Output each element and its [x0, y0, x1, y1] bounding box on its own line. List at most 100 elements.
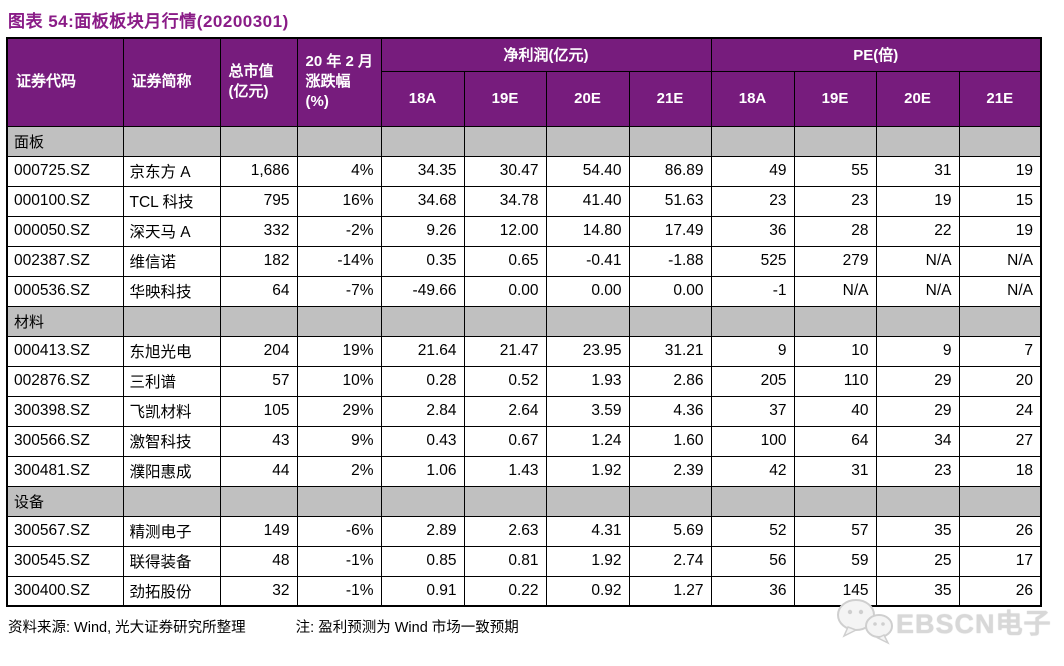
cell-np-21e: 1.60 [628, 425, 712, 457]
cell-np-19e: 0.00 [463, 275, 547, 307]
table-row: 300400.SZ 劲拓股份 32 -1% 0.91 0.22 0.92 1.27 36 145 3… [6, 575, 1042, 607]
cell-pe-21e: 18 [958, 455, 1042, 487]
table-row: 000536.SZ 华映科技 64 -7% -49.66 0.00 0.00 0.00 -1 N/… [6, 275, 1042, 307]
cell-np-18a: 34.35 [380, 155, 465, 187]
cell-pe-20e: 22 [875, 215, 960, 247]
cell-name: 飞凯材料 [122, 395, 221, 427]
cell-name: 激智科技 [122, 425, 221, 457]
cell-np-19e: 30.47 [463, 155, 547, 187]
cell-pe-20e: N/A [875, 245, 960, 277]
cell-name: 联得装备 [122, 545, 221, 577]
section-cell [122, 125, 221, 157]
cell-name: 深天马 A [122, 215, 221, 247]
cell-mktcap: 182 [219, 245, 298, 277]
cell-np-20e: 23.95 [545, 335, 630, 367]
cell-pe-19e: 279 [793, 245, 877, 277]
cell-code: 300566.SZ [6, 425, 124, 457]
cell-mktcap: 64 [219, 275, 298, 307]
cell-pe-19e: 55 [793, 155, 877, 187]
cell-np-19e: 0.67 [463, 425, 547, 457]
cell-name: 三利谱 [122, 365, 221, 397]
cell-np-18a: 0.91 [380, 575, 465, 607]
cell-pe-20e: 25 [875, 545, 960, 577]
cell-pe-18a: 56 [710, 545, 795, 577]
section-cell [875, 305, 960, 337]
cell-pe-18a: 100 [710, 425, 795, 457]
cell-name: 维信诺 [122, 245, 221, 277]
col-header-code: 证券代码 [6, 37, 124, 127]
section-cell [545, 485, 630, 517]
cell-pe-21e: 19 [958, 215, 1042, 247]
cell-np-21e: 5.69 [628, 515, 712, 547]
cell-mktcap: 57 [219, 365, 298, 397]
section-cell [875, 125, 960, 157]
cell-np-21e: 1.27 [628, 575, 712, 607]
forecast-note: 注: 盈利预测为 Wind 市场一致预期 [295, 620, 519, 636]
table-row: 300566.SZ 激智科技 43 9% 0.43 0.67 1.24 1.60 100 64 34… [6, 425, 1042, 457]
table-row: 000413.SZ 东旭光电 204 19% 21.64 21.47 23.95 31.21 9… [6, 335, 1042, 367]
cell-change: 2% [296, 455, 382, 487]
cell-change: -1% [296, 575, 382, 607]
cell-np-21e: 51.63 [628, 185, 712, 217]
cell-np-20e: 1.92 [545, 545, 630, 577]
table-row: 300567.SZ 精测电子 149 -6% 2.89 2.63 4.31 5.69 52 57 3… [6, 515, 1042, 547]
col-header-np-20e: 20E [545, 70, 630, 127]
cell-change: -2% [296, 215, 382, 247]
cell-mktcap: 149 [219, 515, 298, 547]
cell-code: 000413.SZ [6, 335, 124, 367]
section-cell [958, 305, 1042, 337]
cell-change: 10% [296, 365, 382, 397]
section-cell [463, 305, 547, 337]
cell-code: 002876.SZ [6, 365, 124, 397]
section-cell [463, 125, 547, 157]
cell-pe-20e: 9 [875, 335, 960, 367]
col-header-pe-19e: 19E [793, 70, 877, 127]
cell-pe-20e: 29 [875, 395, 960, 427]
section-cell [219, 485, 298, 517]
section-row: 设备 [6, 485, 1042, 517]
cell-code: 300398.SZ [6, 395, 124, 427]
cell-pe-20e: 35 [875, 575, 960, 607]
cell-pe-19e: 64 [793, 425, 877, 457]
table-row: 300398.SZ 飞凯材料 105 29% 2.84 2.64 3.59 4.36 37 40 2… [6, 395, 1042, 427]
cell-code: 000100.SZ [6, 185, 124, 217]
cell-pe-21e: 7 [958, 335, 1042, 367]
cell-np-19e: 21.47 [463, 335, 547, 367]
cell-pe-18a: 36 [710, 575, 795, 607]
cell-pe-20e: 23 [875, 455, 960, 487]
cell-change: -7% [296, 275, 382, 307]
cell-np-19e: 1.43 [463, 455, 547, 487]
cell-pe-21e: 27 [958, 425, 1042, 457]
cell-pe-19e: 10 [793, 335, 877, 367]
cell-name: 濮阳惠成 [122, 455, 221, 487]
cell-pe-18a: 23 [710, 185, 795, 217]
cell-np-19e: 12.00 [463, 215, 547, 247]
col-header-np-19e: 19E [463, 70, 547, 127]
section-cell [710, 125, 795, 157]
cell-np-18a: 34.68 [380, 185, 465, 217]
section-cell [296, 125, 382, 157]
cell-np-21e: 17.49 [628, 215, 712, 247]
cell-mktcap: 43 [219, 425, 298, 457]
section-cell [122, 485, 221, 517]
cell-np-18a: 21.64 [380, 335, 465, 367]
cell-pe-18a: 9 [710, 335, 795, 367]
cell-pe-21e: 19 [958, 155, 1042, 187]
section-cell [380, 125, 465, 157]
cell-pe-18a: 525 [710, 245, 795, 277]
cell-pe-19e: 28 [793, 215, 877, 247]
section-cell [628, 485, 712, 517]
cell-pe-18a: 36 [710, 215, 795, 247]
cell-mktcap: 1,686 [219, 155, 298, 187]
cell-np-21e: 2.39 [628, 455, 712, 487]
cell-np-19e: 0.22 [463, 575, 547, 607]
cell-pe-18a: 52 [710, 515, 795, 547]
cell-pe-21e: 26 [958, 575, 1042, 607]
cell-np-18a: 0.43 [380, 425, 465, 457]
section-cell [793, 485, 877, 517]
cell-np-21e: 31.21 [628, 335, 712, 367]
cell-pe-21e: N/A [958, 245, 1042, 277]
section-cell [219, 125, 298, 157]
cell-change: 29% [296, 395, 382, 427]
cell-np-18a: 0.85 [380, 545, 465, 577]
